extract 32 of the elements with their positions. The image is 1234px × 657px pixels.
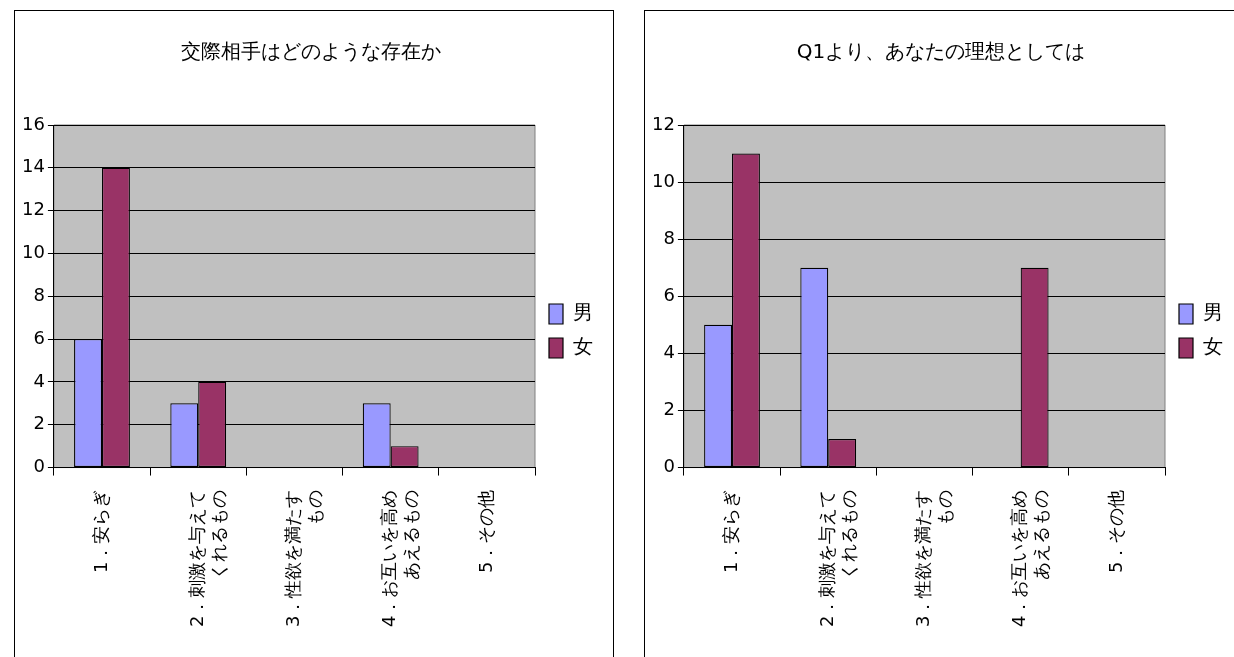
y-tick-label: 10 [652, 169, 675, 191]
y-tick-label: 6 [663, 283, 675, 305]
y-tick-label: 4 [33, 369, 45, 391]
x-tick-label: 4．お互いを高めあえるもの [1008, 489, 1051, 627]
y-tick-label: 0 [663, 455, 675, 477]
y-tick-label: 16 [22, 112, 45, 134]
y-tick-label: 2 [663, 398, 675, 420]
legend-label: 男 [573, 300, 593, 325]
chart-title: 交際相手はどのような存在か [181, 39, 441, 64]
x-tick-label: 2．刺激を与えてくれるもの [815, 489, 859, 627]
x-tick-label: 2．刺激を与えてくれるもの [185, 489, 229, 627]
x-tick-label: 4．お互いを高めあえるもの [378, 489, 421, 627]
y-tick-label: 10 [22, 241, 45, 263]
x-tick-label: 1．安らぎ [719, 489, 741, 573]
y-tick-label: 2 [33, 412, 45, 434]
y-tick-label: 12 [22, 198, 45, 220]
chart-title: Q1より、あなたの理想としては [796, 39, 1086, 64]
x-tick-label: 3．性欲を満たすもの [912, 489, 955, 627]
y-tick-label: 0 [33, 455, 45, 477]
y-tick-label: 12 [652, 112, 675, 134]
x-tick-label: 3．性欲を満たすもの [282, 489, 325, 627]
x-tick-label: 5．その他 [1104, 489, 1126, 573]
y-tick-label: 8 [663, 226, 675, 248]
y-tick-label: 4 [663, 341, 675, 363]
x-tick-label: 1．安らぎ [89, 489, 111, 573]
y-tick-label: 14 [22, 155, 45, 177]
y-tick-label: 6 [33, 326, 45, 348]
legend-label: 女 [1203, 334, 1223, 359]
legend-label: 女 [573, 334, 593, 359]
y-tick-label: 8 [33, 283, 45, 305]
x-tick-label: 5．その他 [474, 489, 496, 573]
legend-label: 男 [1203, 300, 1223, 325]
